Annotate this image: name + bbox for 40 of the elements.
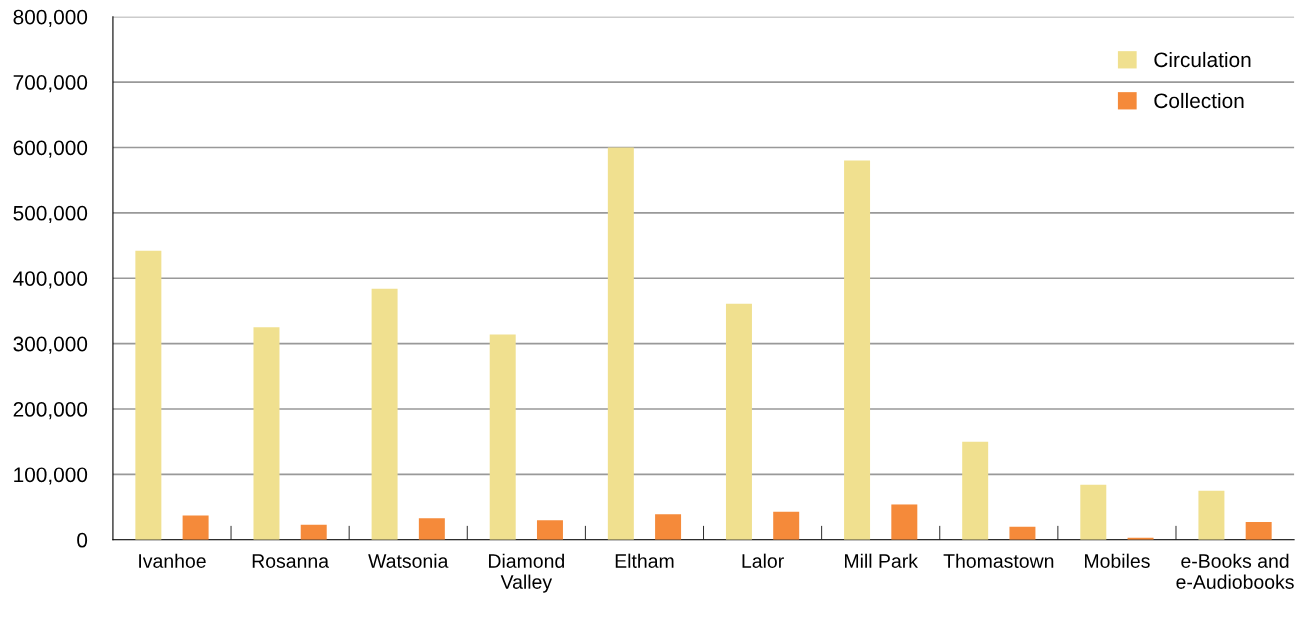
y-tick-label: 200,000 [13, 402, 88, 420]
y-tick-label: 0 [77, 532, 88, 548]
bar [844, 160, 871, 540]
x-tick-label: Watsonia [368, 553, 449, 568]
bar [1009, 526, 1036, 540]
x-tick-label: Eltham [615, 553, 674, 568]
y-tick-label: 100,000 [14, 467, 88, 485]
legend-label: Collection [1154, 92, 1244, 109]
bar [489, 334, 516, 540]
y-tick-label: 800,000 [13, 9, 88, 27]
y-tick-label: 700,000 [13, 75, 88, 93]
x-tick-label: Ivanhoe [139, 553, 206, 568]
bar [1198, 490, 1225, 540]
bar [536, 520, 563, 540]
bar [182, 515, 209, 540]
y-tick-label: 600,000 [13, 140, 88, 158]
x-tick-label: Thomastown [943, 553, 1054, 568]
bar [371, 288, 398, 540]
bar [891, 504, 918, 540]
y-tick-label: 500,000 [13, 205, 88, 224]
bar [135, 250, 162, 540]
bar [773, 511, 800, 540]
y-tick-label: 300,000 [13, 336, 88, 354]
bar [962, 441, 989, 540]
bar [607, 147, 634, 540]
x-tick-label: Diamond Valley [489, 553, 564, 593]
y-tick-label: 400,000 [13, 271, 88, 289]
bar [253, 327, 280, 540]
bar [418, 518, 445, 540]
bar [300, 524, 327, 540]
bar [1245, 522, 1272, 540]
bar [655, 514, 682, 540]
bar [1080, 484, 1107, 540]
x-tick-label: Rosanna [252, 554, 330, 568]
legend-label: Circulation [1154, 51, 1251, 68]
x-tick-label: Mill Park [845, 553, 918, 568]
x-tick-label: Lalor [742, 553, 784, 568]
x-tick-label: e-Books and e-Audiobooks [1176, 553, 1294, 589]
x-tick-label: Mobiles [1085, 553, 1150, 568]
bar [725, 303, 752, 540]
